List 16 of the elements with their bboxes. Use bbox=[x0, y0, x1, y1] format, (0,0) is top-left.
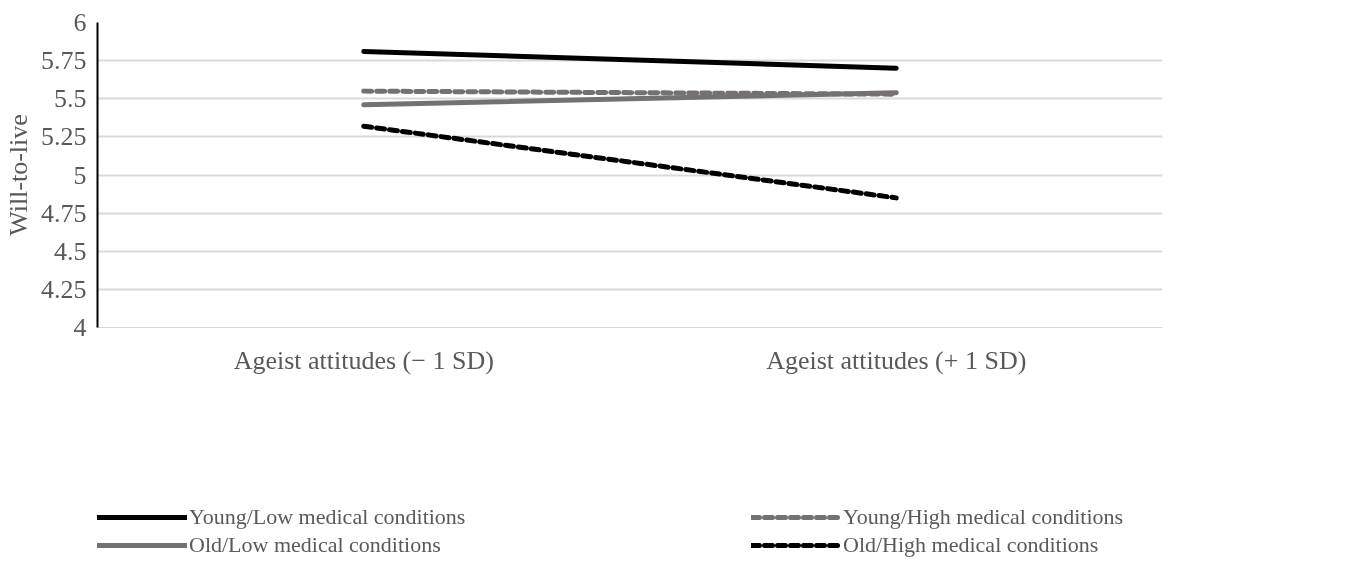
y-axis-title: Will-to-live bbox=[4, 114, 33, 236]
y-tick-label: 5.25 bbox=[41, 122, 87, 152]
legend-label: Young/High medical conditions bbox=[843, 503, 1125, 530]
y-tick-label: 5.75 bbox=[41, 46, 87, 76]
y-tick-label: 5 bbox=[73, 160, 87, 190]
y-tick-label: 4.5 bbox=[54, 236, 87, 266]
x-tick-label: Ageist attitudes (+ 1 SD) bbox=[766, 345, 1027, 375]
legend-label: Old/High medical conditions bbox=[843, 531, 1100, 558]
y-tick-label: 4.25 bbox=[41, 274, 87, 304]
y-tick-label: 4.75 bbox=[41, 198, 87, 228]
y-tick-label: 6 bbox=[73, 8, 87, 37]
legend-label: Old/Low medical conditions bbox=[189, 531, 442, 558]
legend-label: Young/Low medical conditions bbox=[189, 503, 467, 530]
y-tick-label: 5.5 bbox=[54, 84, 87, 114]
x-tick-label: Ageist attitudes (− 1 SD) bbox=[233, 345, 494, 375]
y-tick-label: 4 bbox=[73, 313, 87, 342]
